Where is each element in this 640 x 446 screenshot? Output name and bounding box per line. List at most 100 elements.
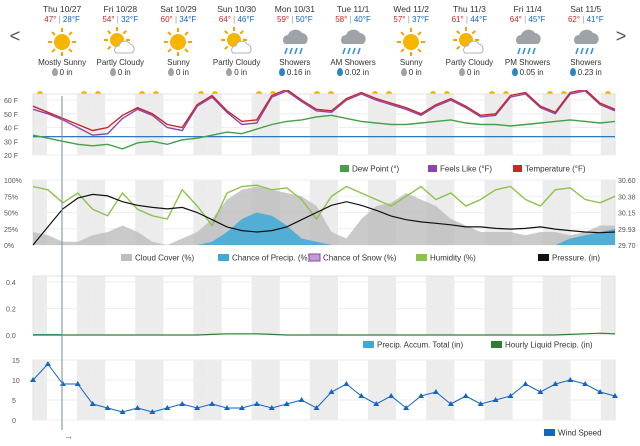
day-column: Thu 10/27 47° | 28°F Mostly Sunny 0 in [33,0,91,96]
y-tick-label-right: 30.60 [618,178,636,185]
day-column: Sun 10/30 64° | 46°F Partly Cloudy 0 in [208,0,266,96]
day-column: Mon 10/31 59° | 50°F Showers 0.16 in [266,0,324,96]
partly-cloudy-icon [453,27,485,54]
day-column: Thu 11/3 61° | 44°F Partly Cloudy 0 in [440,0,498,96]
day-name: Thu 10/27 [42,4,82,14]
precip-amount: 0 in [33,68,91,77]
precip-value: 0 in [117,68,131,77]
raindrop-icon [278,68,285,76]
day-column: Fri 11/4 64° | 45°F PM Showers 0.05 in [499,0,557,96]
condition-text: AM Showers [330,58,376,67]
wind-arrow-icon [522,381,529,386]
wind-arrow-icon [373,401,380,406]
high-temp: 47° [44,15,57,24]
condition-text: Partly Cloudy [445,58,494,67]
wind-arrow-icon [119,409,126,414]
low-temp: 32°F [121,15,139,24]
day-column: Fri 10/28 54° | 32°F Partly Cloudy 0 in [91,0,149,96]
forecast-charts: 60 F 50 F 40 F 30 F 20 F Dew Point (°) Feels L… [4,90,636,441]
y-tick-label: 30 F [4,139,18,146]
y-tick-label: 0.0 [6,333,16,340]
condition-text: Showers [279,58,311,67]
night-band [440,360,455,420]
high-temp: 64° [509,15,522,24]
y-tick-label-right: 30.38 [618,194,636,201]
day-column: Tue 11/1 58° | 40°F AM Showers 0.02 in [324,0,382,96]
sunset-icon [139,91,146,94]
legend-swatch [544,429,555,436]
day-column: Wed 11/2 57° | 37°F Sunny 0 in [382,0,440,96]
low-temp: 37°F [412,15,430,24]
wind-arrow-icon [537,389,544,394]
next-arrow[interactable]: > [615,26,627,46]
y-tick-label: 100% [4,178,22,185]
night-band [556,94,571,155]
sunrise-icon [444,91,451,94]
night-band [135,94,150,155]
legend-swatch [416,254,427,261]
wind-arrow-icon [298,397,305,402]
day-temps: 58° | 40°F [335,15,371,24]
low-temp: 40°F [353,15,371,24]
legend-label: Chance of Snow (%) [323,254,397,263]
night-band [91,360,106,420]
raindrop-icon [226,68,233,76]
wind-arrow-icon [30,377,36,382]
series-line [32,193,616,246]
legend-label: Cloud Cover (%) [135,254,194,263]
day-temps: 61° | 44°F [451,15,488,24]
wind-arrow-icon [59,381,66,386]
precip-value: 0 in [408,68,422,77]
legend-swatch [491,341,502,348]
night-band [193,360,208,420]
wind-arrow-icon [447,401,454,406]
night-band [556,360,571,420]
day-temps: 64° | 45°F [509,15,546,24]
high-temp: 58° [335,15,348,24]
y-tick-label-right: 29.70 [618,243,636,250]
wind-arrow-icon [612,393,618,398]
night-band [91,276,106,335]
sunset-icon [430,91,437,94]
sun-icon [397,28,426,56]
legend-swatch [538,254,549,261]
y-tick-label: 20 F [4,153,18,160]
legend-label: Precip. Accum. Total (in) [377,341,463,350]
night-band [600,276,615,335]
wind-arrow-icon [403,405,410,410]
night-band [600,94,615,155]
sunset-icon [604,91,611,94]
low-temp: 28°F [62,15,80,24]
raindrop-icon [51,68,58,76]
sunset-icon [81,91,88,94]
night-band [265,360,280,420]
wind-arrow-icon [194,405,201,410]
legend-swatch [308,253,321,262]
night-band [149,94,164,155]
night-band [556,276,571,335]
series-line [32,90,616,132]
precip-amount: 0.16 in [266,68,324,77]
legend-label: Temperature (°F) [525,165,586,174]
condition-text: Partly Cloudy [96,58,145,67]
wind-arrow-icon [253,401,260,406]
wind-arrow-icon [432,389,439,394]
night-band [600,360,615,420]
day-name: Sun 10/30 [217,4,257,14]
sunrise-icon [211,91,218,94]
prev-arrow[interactable]: < [9,26,21,46]
y-tick-label: 75% [4,194,18,201]
y-tick-label: 40 F [4,126,18,133]
night-band [77,360,92,420]
night-band [426,276,441,335]
night-band [77,276,92,335]
low-temp: 44°F [470,15,488,24]
night-band [149,360,164,420]
y-tick-label: 0% [4,243,14,250]
day-column: Sat 10/29 60° | 34°F Sunny 0 in [149,0,207,96]
raindrop-icon [337,68,344,76]
sunset-icon [488,91,495,94]
partly-cloudy-icon [104,27,135,54]
legend-label: Humidity (%) [430,254,476,263]
legend-swatch [363,341,374,348]
